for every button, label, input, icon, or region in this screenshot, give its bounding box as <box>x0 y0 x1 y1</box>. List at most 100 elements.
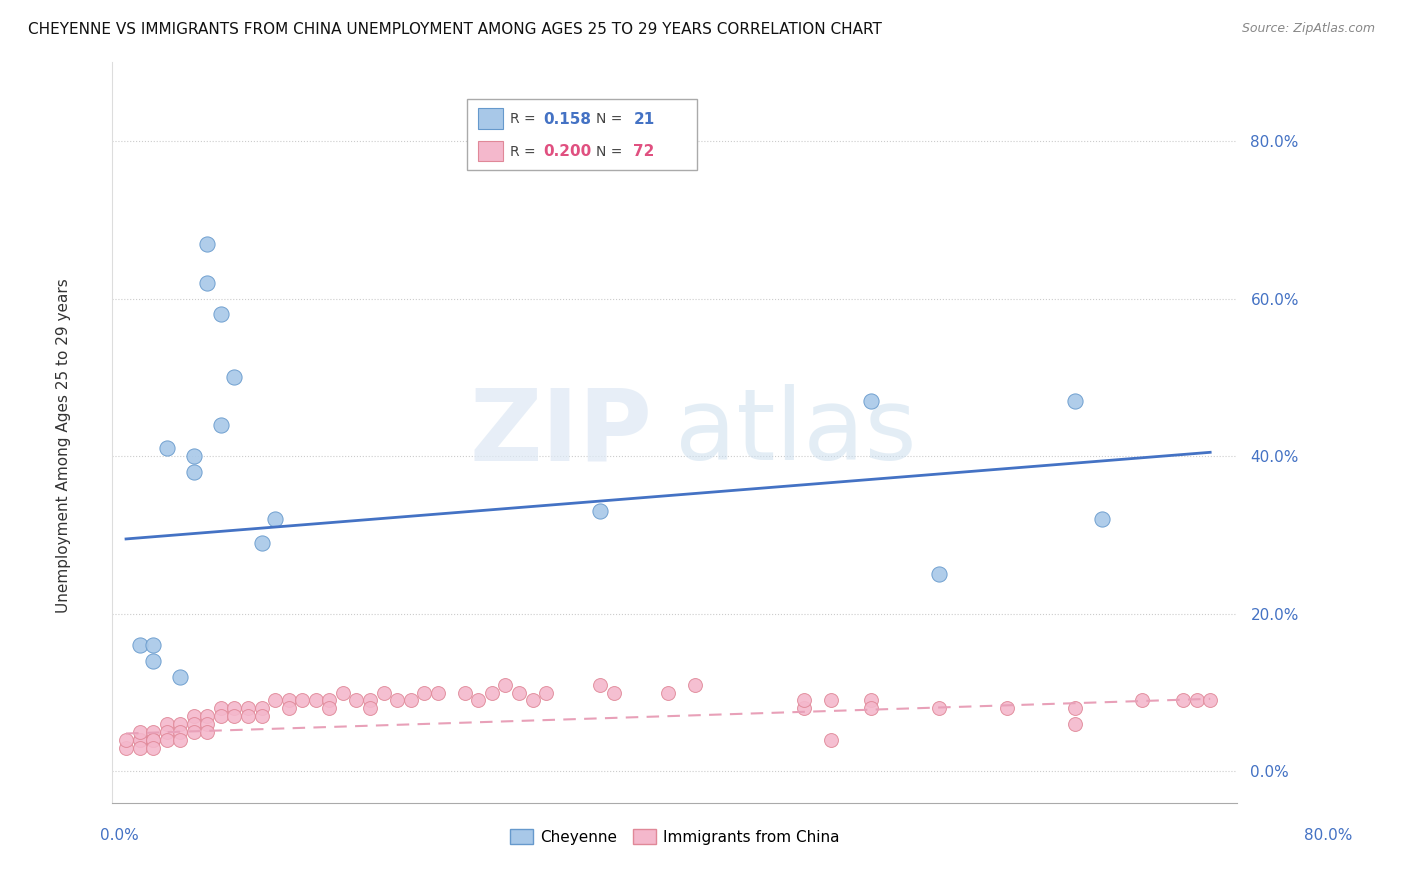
Point <box>250 701 273 715</box>
Point <box>209 709 232 723</box>
Point <box>657 685 679 699</box>
Point <box>793 701 815 715</box>
Point <box>291 693 314 707</box>
Point <box>332 685 354 699</box>
Text: Unemployment Among Ages 25 to 29 years: Unemployment Among Ages 25 to 29 years <box>56 278 70 614</box>
Point <box>183 725 205 739</box>
Text: R =: R = <box>509 112 540 126</box>
Point <box>1199 693 1222 707</box>
Point <box>209 417 232 432</box>
Point <box>169 732 191 747</box>
Point <box>373 685 395 699</box>
Text: 21: 21 <box>633 112 655 127</box>
Point <box>589 678 612 692</box>
Point <box>224 370 246 384</box>
Point <box>454 685 477 699</box>
Text: 0.158: 0.158 <box>543 112 592 127</box>
Point <box>508 685 530 699</box>
Text: ZIP: ZIP <box>470 384 652 481</box>
Point <box>995 701 1018 715</box>
Point <box>142 654 165 668</box>
Point <box>142 638 165 652</box>
Point <box>1063 701 1085 715</box>
Point <box>385 693 408 707</box>
Point <box>522 693 544 707</box>
Point <box>128 725 150 739</box>
Point <box>359 701 381 715</box>
FancyBboxPatch shape <box>478 141 503 161</box>
Point <box>183 449 205 463</box>
Point <box>169 717 191 731</box>
Point <box>250 709 273 723</box>
Point <box>169 670 191 684</box>
Point <box>305 693 328 707</box>
Point <box>481 685 503 699</box>
Point <box>603 685 626 699</box>
Point <box>142 732 165 747</box>
Point <box>1132 693 1154 707</box>
Point <box>115 732 138 747</box>
Point <box>589 504 612 518</box>
Text: 0.0%: 0.0% <box>100 829 139 843</box>
Text: atlas: atlas <box>675 384 917 481</box>
Point <box>1171 693 1194 707</box>
Text: 72: 72 <box>633 144 655 159</box>
FancyBboxPatch shape <box>478 108 503 129</box>
Text: 80.0%: 80.0% <box>1305 829 1353 843</box>
Point <box>860 394 883 409</box>
Point <box>426 685 449 699</box>
Point <box>128 732 150 747</box>
Point <box>169 725 191 739</box>
Point <box>820 732 842 747</box>
Point <box>142 732 165 747</box>
Text: N =: N = <box>596 112 627 126</box>
Point <box>413 685 436 699</box>
Text: Source: ZipAtlas.com: Source: ZipAtlas.com <box>1241 22 1375 36</box>
Point <box>183 709 205 723</box>
Point <box>142 740 165 755</box>
Point <box>115 740 138 755</box>
FancyBboxPatch shape <box>467 99 697 169</box>
Text: R =: R = <box>509 145 540 159</box>
Point <box>156 717 179 731</box>
Point <box>1063 717 1085 731</box>
Point <box>467 693 489 707</box>
Point <box>128 732 150 747</box>
Point <box>183 465 205 479</box>
Point <box>183 717 205 731</box>
Point <box>236 701 259 715</box>
Point <box>359 693 381 707</box>
Point <box>195 236 218 251</box>
Point <box>156 725 179 739</box>
Point <box>820 693 842 707</box>
Point <box>224 709 246 723</box>
Point <box>195 709 218 723</box>
Point <box>318 693 340 707</box>
Point <box>156 442 179 456</box>
Point <box>928 701 950 715</box>
Point <box>277 693 299 707</box>
Point <box>209 701 232 715</box>
Point <box>860 701 883 715</box>
Point <box>399 693 422 707</box>
Point <box>344 693 367 707</box>
Point <box>1063 394 1085 409</box>
Point <box>277 701 299 715</box>
Point <box>793 693 815 707</box>
Point <box>156 732 179 747</box>
Point <box>209 308 232 322</box>
Point <box>128 638 150 652</box>
Point <box>195 717 218 731</box>
Point <box>195 725 218 739</box>
Point <box>495 678 517 692</box>
Point <box>128 740 150 755</box>
Point <box>264 512 287 526</box>
Point <box>142 725 165 739</box>
Point <box>534 685 557 699</box>
Point <box>236 709 259 723</box>
Point <box>195 276 218 290</box>
Legend: Cheyenne, Immigrants from China: Cheyenne, Immigrants from China <box>503 822 846 851</box>
Point <box>250 536 273 550</box>
Point <box>1185 693 1208 707</box>
Point <box>683 678 706 692</box>
